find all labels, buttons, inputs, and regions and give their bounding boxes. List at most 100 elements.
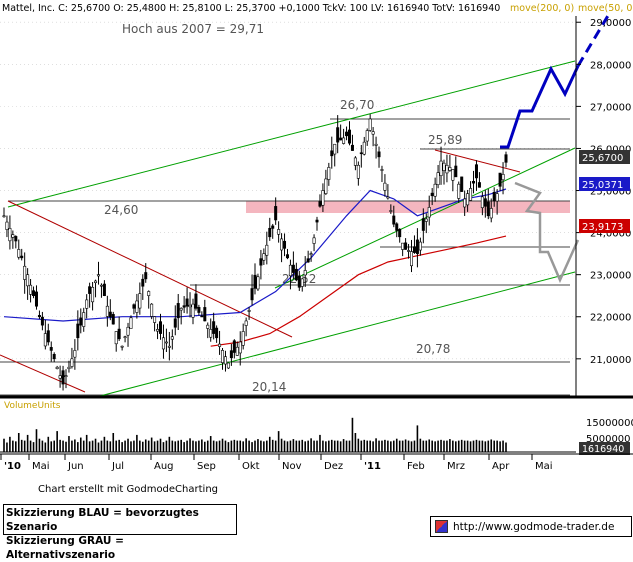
volume-bar — [437, 440, 439, 452]
volume-bar — [336, 440, 339, 452]
short-downtrend — [434, 149, 521, 173]
candle-body — [424, 218, 428, 222]
badge-ma200: 23,9173 — [582, 222, 623, 233]
candle-body — [156, 329, 160, 332]
candle-body — [463, 198, 467, 208]
volume-bar — [29, 440, 32, 452]
label-2670: 26,70 — [340, 98, 374, 112]
volume-bar — [416, 425, 419, 452]
candle-body — [383, 182, 387, 191]
candle-body — [318, 201, 322, 207]
candle-body — [82, 312, 86, 327]
label-high2007: Hoch aus 2007 = 29,71 — [122, 22, 264, 36]
volume-bar — [271, 439, 274, 452]
candle-body — [206, 324, 210, 329]
candle-body — [8, 228, 12, 242]
candle-body — [336, 127, 340, 143]
candle-body — [466, 193, 470, 206]
candle-body — [353, 157, 357, 166]
candle-body — [229, 350, 233, 359]
ma50-line — [3, 188, 507, 322]
source-url-box[interactable]: http://www.godmode-trader.de — [430, 516, 632, 537]
candle-body — [288, 264, 292, 277]
volume-bar — [65, 441, 67, 452]
badge-last: 25,6700 — [582, 153, 623, 164]
candle-body — [43, 333, 47, 347]
candle-body — [238, 341, 242, 354]
x-tick-label: Jun — [67, 461, 84, 472]
candle-body — [472, 180, 476, 184]
label-2014: 20,14 — [252, 380, 286, 394]
downtrend-line-2 — [0, 354, 86, 393]
candle-body — [114, 331, 118, 345]
volume-bar — [263, 441, 265, 452]
candle-body — [64, 375, 68, 377]
candle-body — [321, 190, 325, 206]
candle-body — [135, 300, 139, 313]
volume-bar — [333, 440, 336, 452]
volume-bar — [487, 440, 490, 452]
volume-bar — [413, 440, 416, 452]
volume-bar — [206, 440, 209, 452]
volume-bar — [295, 440, 298, 452]
candle-body — [46, 330, 50, 343]
volume-bar — [301, 439, 304, 452]
candle-body — [120, 345, 124, 348]
candle-body — [483, 198, 487, 207]
y-tick-label: 25,0000 — [590, 187, 631, 198]
candle-body — [218, 343, 222, 347]
candle-body — [26, 274, 30, 287]
volume-bar — [153, 441, 156, 452]
candle-body — [241, 331, 245, 346]
volume-bar — [268, 436, 271, 452]
candle-body — [173, 318, 177, 328]
candle-body — [159, 321, 163, 334]
volume-bar — [183, 442, 185, 452]
x-tick-label: Jul — [111, 461, 124, 472]
candle-body — [191, 303, 195, 318]
volume-bar — [457, 440, 460, 452]
candle-body — [436, 172, 440, 186]
candle-body — [108, 311, 112, 318]
volume-bar — [174, 441, 177, 452]
volume-bar — [91, 440, 94, 452]
candle-body — [73, 350, 77, 358]
volume-bar — [177, 440, 180, 452]
legend-grey: Skizzierung GRAU = Alternativszenario — [6, 535, 124, 561]
y-tick-label: 28,0000 — [590, 60, 631, 71]
candle-body — [96, 274, 100, 277]
candle-body — [457, 183, 461, 199]
volume-bar — [369, 440, 371, 452]
volume-bar — [144, 439, 147, 452]
candle-body — [445, 164, 449, 174]
candle-body — [365, 130, 369, 142]
candle-body — [268, 227, 272, 238]
volume-bar — [20, 439, 23, 452]
source-url[interactable]: http://www.godmode-trader.de — [453, 520, 615, 533]
volume-bar — [280, 438, 283, 452]
volume-bar — [9, 436, 11, 452]
candle-body — [312, 237, 316, 244]
volume-bar — [440, 439, 442, 452]
volume-bar — [165, 440, 168, 452]
candle-body — [11, 234, 15, 238]
candle-body — [244, 320, 248, 326]
candle-body — [250, 288, 254, 301]
candle-body — [5, 221, 9, 230]
candle-body — [253, 274, 257, 289]
volume-bar — [251, 442, 253, 452]
candle-body — [58, 375, 62, 379]
channel-upper — [7, 60, 576, 208]
candle-body — [138, 293, 142, 309]
candle-body — [303, 270, 307, 276]
volume-bar — [398, 440, 401, 452]
volume-bar — [378, 440, 380, 452]
candle-body — [167, 345, 171, 348]
volume-bar — [209, 436, 212, 452]
candle-body — [176, 303, 180, 319]
volume-bar — [127, 438, 129, 452]
candle-body — [315, 219, 319, 223]
candle-body — [55, 366, 59, 369]
candle-body — [285, 254, 289, 259]
volume-bar — [395, 438, 398, 452]
